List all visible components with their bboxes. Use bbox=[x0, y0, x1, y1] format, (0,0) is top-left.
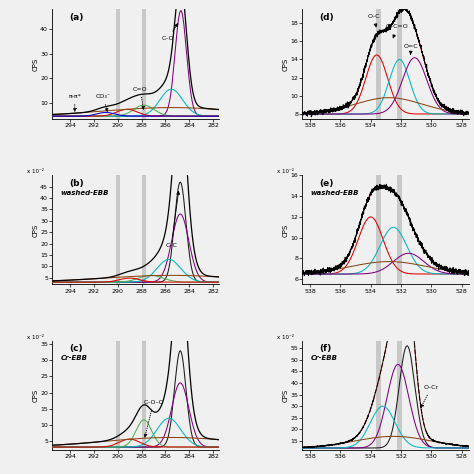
Bar bbox=[142, 341, 146, 450]
Bar bbox=[116, 175, 120, 284]
Text: (f): (f) bbox=[319, 345, 331, 354]
Text: x 10⁻²: x 10⁻² bbox=[277, 169, 294, 174]
Bar bbox=[116, 9, 120, 119]
Text: C–C: C–C bbox=[165, 191, 180, 248]
Bar bbox=[375, 341, 381, 450]
Text: x 10⁻²: x 10⁻² bbox=[277, 335, 294, 340]
Text: O–C=O: O–C=O bbox=[386, 25, 409, 38]
Text: O–C: O–C bbox=[368, 14, 380, 27]
Text: CO₃⁻: CO₃⁻ bbox=[96, 94, 111, 111]
Bar bbox=[142, 9, 146, 119]
Text: (b): (b) bbox=[69, 179, 83, 188]
Text: washed-EBB: washed-EBB bbox=[311, 190, 359, 195]
Y-axis label: CPS: CPS bbox=[283, 389, 289, 402]
Bar bbox=[397, 175, 402, 284]
Text: (c): (c) bbox=[69, 345, 82, 354]
Text: Cr-EBB: Cr-EBB bbox=[61, 356, 88, 361]
Text: x 10⁻²: x 10⁻² bbox=[27, 169, 44, 174]
Text: Cr-EBB: Cr-EBB bbox=[311, 356, 338, 361]
Bar bbox=[142, 175, 146, 284]
Y-axis label: CPS: CPS bbox=[33, 389, 39, 402]
Text: O–Cr: O–Cr bbox=[421, 385, 439, 408]
Text: C–O: C–O bbox=[162, 24, 178, 41]
Text: C=O: C=O bbox=[133, 87, 147, 109]
Text: π-π*: π-π* bbox=[68, 94, 81, 111]
Text: washed-EBB: washed-EBB bbox=[61, 190, 109, 195]
Y-axis label: CPS: CPS bbox=[33, 57, 39, 71]
Text: (a): (a) bbox=[69, 13, 83, 22]
Text: O=C: O=C bbox=[404, 44, 419, 55]
Text: x 10⁻²: x 10⁻² bbox=[27, 335, 44, 340]
Bar bbox=[397, 9, 402, 119]
Y-axis label: CPS: CPS bbox=[283, 223, 289, 237]
Text: (e): (e) bbox=[319, 179, 334, 188]
Bar bbox=[397, 341, 402, 450]
Bar bbox=[375, 175, 381, 284]
Text: (d): (d) bbox=[319, 13, 334, 22]
Bar bbox=[375, 9, 381, 119]
Y-axis label: CPS: CPS bbox=[283, 57, 289, 71]
Bar bbox=[116, 341, 120, 450]
Text: C–O–C: C–O–C bbox=[144, 401, 164, 437]
Y-axis label: CPS: CPS bbox=[33, 223, 39, 237]
